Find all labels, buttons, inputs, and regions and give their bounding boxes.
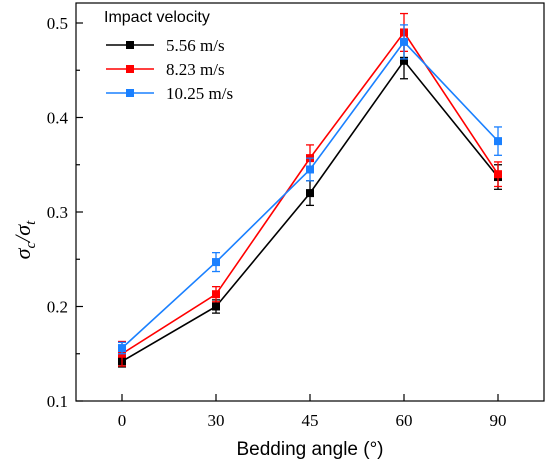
data-point-1-1 <box>212 290 220 299</box>
legend-title: Impact velocity <box>104 9 210 26</box>
legend-label-2: 10.25 m/s <box>166 84 233 103</box>
x-axis: 0 30 45 60 90 <box>118 394 507 430</box>
data-point-2-1 <box>212 258 220 267</box>
legend-marker-2 <box>126 89 134 97</box>
y-axis-title-sub-2: t <box>23 220 39 225</box>
y-axis-title: σc/σt <box>10 220 39 260</box>
data-point-2-0 <box>118 344 126 353</box>
legend: Impact velocity 5.56 m/s 8.23 m/s 10.25 m/… <box>104 9 233 103</box>
x-tick-label-3: 60 <box>396 411 413 430</box>
y-tick-label-3: 0.4 <box>47 109 69 128</box>
data-point-2-3 <box>400 37 408 46</box>
x-tick-label-2: 45 <box>302 411 319 430</box>
x-tick-label-1: 30 <box>208 411 225 430</box>
x-axis-title: Bedding angle (°) <box>236 439 383 460</box>
data-point-2-2 <box>306 165 314 174</box>
x-tick-label-4: 90 <box>490 411 507 430</box>
x-tick-label-0: 0 <box>118 411 127 430</box>
y-axis-title-symbol-2: σ <box>10 224 35 236</box>
series-2 <box>118 24 502 355</box>
series-line-0 <box>121 59 499 363</box>
series-layer <box>118 12 502 368</box>
y-axis: 0.1 0.2 0.3 0.4 0.5 <box>47 14 83 411</box>
legend-label-1: 8.23 m/s <box>166 60 225 79</box>
data-point-0-3 <box>400 56 408 65</box>
data-point-1-4 <box>494 170 502 179</box>
y-axis-title-slash: / <box>10 234 35 244</box>
y-tick-label-2: 0.3 <box>47 203 68 222</box>
data-point-0-2 <box>306 189 314 198</box>
legend-marker-1 <box>126 65 134 73</box>
y-axis-title-sub-1: c <box>23 241 39 248</box>
data-point-0-1 <box>212 302 220 311</box>
data-point-2-4 <box>494 137 502 146</box>
y-tick-label-1: 0.2 <box>47 298 68 317</box>
y-tick-label-4: 0.5 <box>47 14 68 33</box>
y-axis-title-symbol-1: σ <box>10 247 35 259</box>
legend-label-0: 5.56 m/s <box>166 36 225 55</box>
y-tick-label-0: 0.1 <box>47 392 68 411</box>
legend-marker-0 <box>126 41 134 49</box>
